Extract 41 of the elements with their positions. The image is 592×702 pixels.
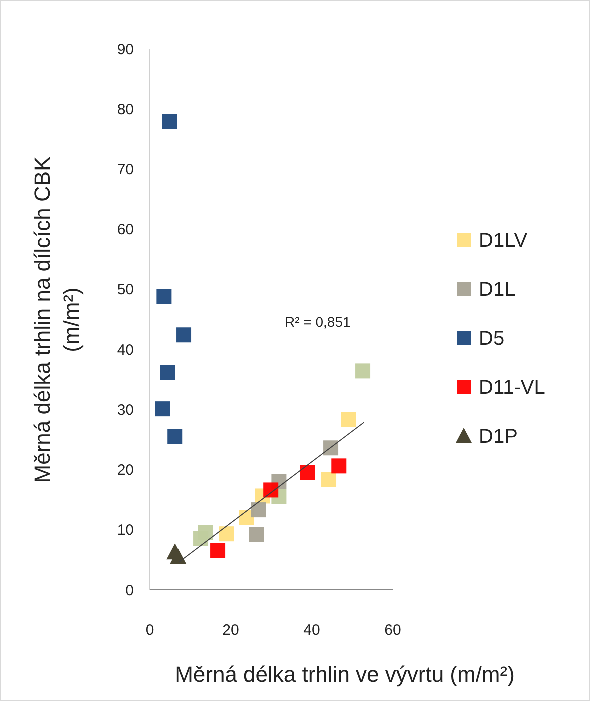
point xyxy=(170,548,187,564)
y-tick-label: 50 xyxy=(117,282,134,299)
legend-label: D5 xyxy=(479,328,505,350)
point xyxy=(162,114,178,130)
y-tick-label: 20 xyxy=(117,462,134,480)
point xyxy=(155,402,170,417)
legend-label: D1P xyxy=(479,426,518,448)
point xyxy=(249,527,264,542)
point xyxy=(156,289,172,304)
y-tick-label: 10 xyxy=(117,522,134,540)
y-tick-label: 80 xyxy=(117,101,134,118)
legend-label: D1LV xyxy=(479,230,528,252)
annotation: R² = 0,851 xyxy=(285,314,351,330)
x-tick-label: 0 xyxy=(146,622,154,639)
point xyxy=(322,472,337,488)
point xyxy=(219,526,234,542)
x-tick-label: 20 xyxy=(222,622,240,639)
point xyxy=(264,482,279,498)
legend-label: D11-VL xyxy=(479,377,546,399)
point xyxy=(332,458,347,474)
point xyxy=(160,366,176,380)
y-tick-label: 30 xyxy=(117,402,134,419)
y-tick-label: 70 xyxy=(117,161,134,178)
y-tick-label: 40 xyxy=(117,342,134,359)
point xyxy=(194,531,209,546)
point xyxy=(324,440,339,456)
point xyxy=(176,328,192,343)
x-axis-title: Měrná délka trhlin ve vývrtu (m/m²) xyxy=(175,662,515,687)
point xyxy=(341,412,356,428)
point xyxy=(251,502,266,518)
legend-label: D1L xyxy=(479,279,516,301)
y-tick-label: 0 xyxy=(126,582,134,600)
point xyxy=(168,429,183,444)
y-axis-title: Měrná délka trhlin na dílcích CBK (m/m²) xyxy=(30,156,84,484)
x-tick-label: 60 xyxy=(384,622,402,639)
point xyxy=(210,543,226,558)
point xyxy=(356,364,371,379)
point xyxy=(300,465,316,480)
y-tick-label: 90 xyxy=(117,41,134,58)
y-tick-label: 60 xyxy=(117,222,134,239)
x-tick-label: 40 xyxy=(304,622,320,639)
